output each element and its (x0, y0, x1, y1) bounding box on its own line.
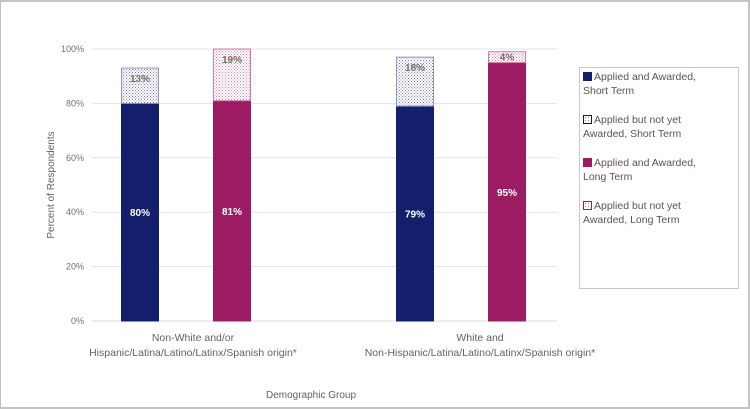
legend: Applied and Awarded, Short Term Applied bu… (579, 67, 739, 289)
solid-swatch-icon (583, 72, 592, 81)
data-label: 19% (222, 55, 242, 66)
bar-segment (121, 67, 159, 104)
legend-label: Awarded, Long Term (583, 214, 680, 226)
legend-label: Awarded, Short Term (583, 128, 682, 140)
y-tick-label: 40% (66, 207, 84, 217)
legend-label: Applied but not yet (594, 200, 681, 212)
x-axis-title: Demographic Group (266, 390, 356, 401)
bar-segment (213, 100, 251, 322)
data-label: 80% (130, 208, 150, 219)
y-tick-label: 60% (66, 153, 84, 163)
bar-segment (121, 102, 159, 322)
bar-segment (396, 105, 434, 322)
y-tick-label: 20% (66, 262, 84, 272)
legend-item: Applied and Awarded, Short Term (583, 70, 733, 98)
data-label: 4% (500, 53, 515, 64)
legend-item: Applied but not yet Awarded, Short Term (583, 113, 733, 141)
data-label: 18% (405, 63, 425, 74)
legend-label: Applied and Awarded, (594, 157, 696, 169)
data-label: 13% (130, 74, 150, 85)
legend-label: Short Term (583, 85, 635, 97)
solid-swatch-icon (583, 158, 592, 167)
bar-segment (488, 51, 526, 64)
pattern-swatch-icon (583, 201, 592, 210)
data-label: 81% (222, 207, 242, 218)
legend-label: Long Term (583, 171, 633, 183)
x-tick-label: Non-Hispanic/Latina/Latino/Latinx/Spanis… (365, 347, 596, 359)
bar-segment (488, 62, 526, 322)
data-label: 79% (405, 210, 425, 221)
legend-item: Applied and Awarded, Long Term (583, 156, 733, 184)
legend-item: Applied but not yet Awarded, Long Term (583, 199, 733, 227)
y-tick-label: 0% (71, 316, 84, 326)
y-tick-label: 80% (66, 98, 84, 108)
x-tick-label: Hispanic/Latina/Latino/Latinx/Spanish or… (89, 347, 297, 359)
y-tick-label: 100% (61, 44, 84, 54)
legend-label: Applied but not yet (594, 114, 681, 126)
data-label: 95% (497, 188, 517, 199)
bar-segment (396, 56, 434, 107)
x-tick-label: White and (456, 332, 503, 344)
x-tick-label: Non-White and/or (152, 332, 235, 344)
y-axis-title: Percent of Respondents (46, 131, 57, 238)
bar-segment (213, 48, 251, 102)
pattern-swatch-icon (583, 115, 592, 124)
legend-label: Applied and Awarded, (594, 71, 696, 83)
